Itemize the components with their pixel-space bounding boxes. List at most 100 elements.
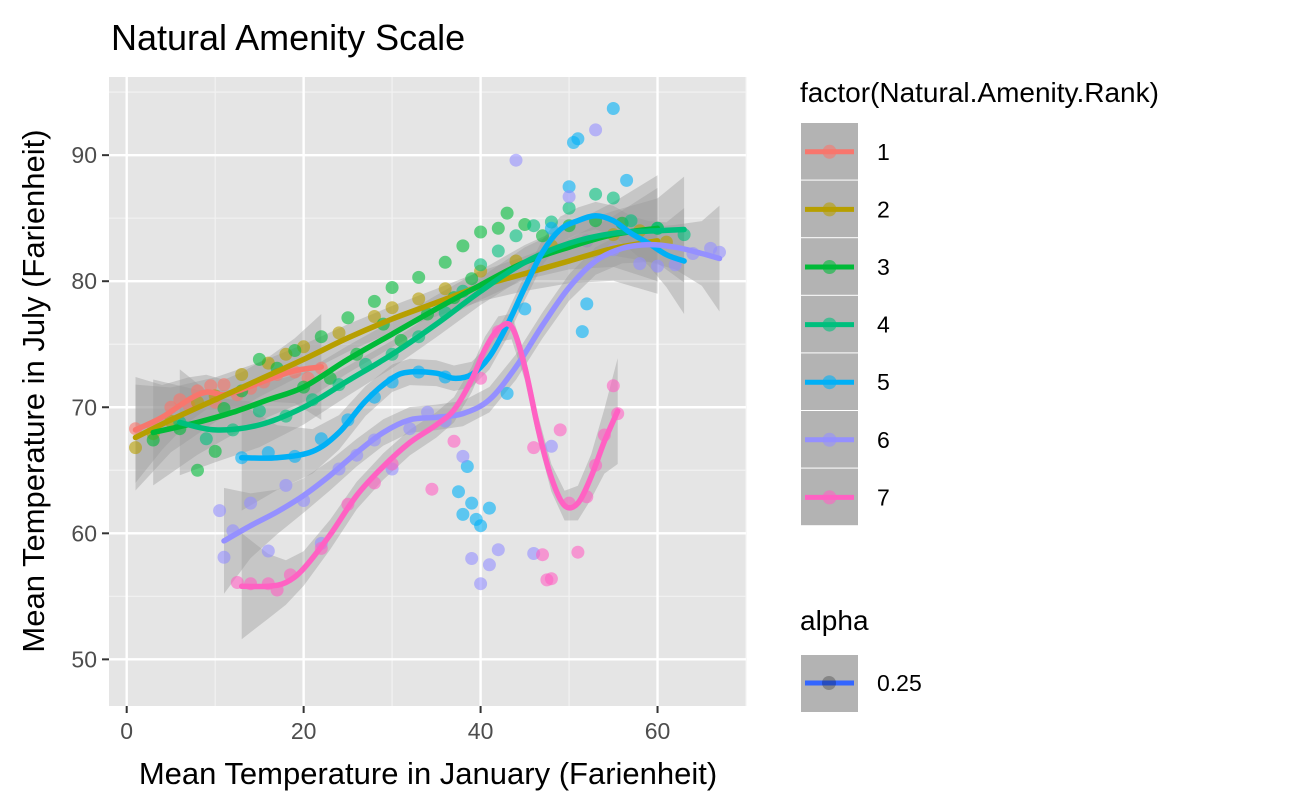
data-point-3 bbox=[536, 229, 549, 243]
data-point-6 bbox=[456, 449, 470, 463]
y-tick-label: 50 bbox=[71, 646, 97, 672]
data-point-3 bbox=[456, 239, 470, 253]
data-point-7 bbox=[553, 423, 567, 437]
data-point-5 bbox=[474, 519, 488, 533]
data-point-7 bbox=[606, 379, 620, 393]
legend-alpha-point bbox=[822, 676, 836, 690]
data-point-7 bbox=[527, 441, 541, 455]
data-point-5 bbox=[620, 173, 634, 187]
chart-title: Natural Amenity Scale bbox=[111, 17, 465, 58]
data-point-6 bbox=[261, 544, 275, 558]
data-point-3 bbox=[208, 444, 222, 458]
data-point-3 bbox=[367, 294, 381, 308]
data-point-3 bbox=[146, 433, 160, 447]
y-axis-title: Mean Temperature in July (Farienheit) bbox=[16, 129, 51, 652]
legend-point-6 bbox=[822, 432, 837, 447]
data-point-6 bbox=[465, 552, 479, 565]
legend-label-5: 5 bbox=[877, 369, 890, 395]
smooth-line-2 bbox=[132, 238, 661, 441]
legend-alpha-label: 0.25 bbox=[877, 670, 922, 696]
data-point-3 bbox=[385, 281, 399, 294]
legend-label-2: 2 bbox=[877, 196, 890, 222]
data-point-1 bbox=[217, 378, 231, 392]
data-point-3 bbox=[288, 344, 302, 357]
data-point-5 bbox=[460, 460, 474, 473]
data-point-7 bbox=[447, 434, 461, 448]
smooth-lines bbox=[132, 212, 723, 590]
data-point-5 bbox=[500, 386, 514, 400]
smooth-line-6 bbox=[221, 241, 723, 544]
data-point-3 bbox=[191, 463, 204, 477]
data-point-6 bbox=[509, 153, 523, 167]
legend-label-1: 1 bbox=[877, 139, 890, 165]
legend-point-5 bbox=[822, 375, 837, 390]
data-point-4 bbox=[509, 229, 523, 243]
data-point-5 bbox=[580, 297, 594, 311]
data-point-5 bbox=[452, 485, 465, 499]
data-point-3 bbox=[412, 270, 426, 284]
x-tick-label: 40 bbox=[468, 718, 494, 744]
data-point-5 bbox=[518, 302, 532, 316]
data-point-2 bbox=[438, 282, 452, 296]
data-point-2 bbox=[235, 368, 249, 381]
y-tick-label: 80 bbox=[71, 268, 97, 294]
data-point-4 bbox=[199, 432, 213, 446]
data-point-4 bbox=[252, 404, 266, 418]
data-point-7 bbox=[536, 548, 549, 562]
data-point-5 bbox=[571, 132, 585, 146]
legend-label-7: 7 bbox=[877, 484, 890, 510]
data-point-3 bbox=[465, 272, 479, 286]
data-point-4 bbox=[474, 258, 488, 272]
y-tick-label: 70 bbox=[71, 394, 97, 420]
legend-point-1 bbox=[822, 144, 837, 159]
data-point-5 bbox=[482, 501, 496, 515]
legend-point-7 bbox=[822, 490, 837, 505]
data-point-6 bbox=[403, 422, 417, 436]
data-point-1 bbox=[204, 379, 218, 393]
data-point-5 bbox=[606, 102, 620, 115]
legend-label-3: 3 bbox=[877, 254, 890, 280]
smooth-line-3 bbox=[150, 225, 661, 436]
data-point-4 bbox=[624, 214, 638, 228]
data-point-2 bbox=[385, 301, 399, 315]
x-tick-label: 20 bbox=[291, 718, 317, 744]
smooth-line-7 bbox=[238, 320, 621, 590]
data-point-5 bbox=[575, 325, 589, 339]
y-tick-label: 90 bbox=[71, 142, 97, 168]
data-point-5 bbox=[456, 507, 470, 521]
data-point-6 bbox=[474, 577, 488, 591]
legend-alpha-title: alpha bbox=[800, 605, 869, 636]
data-point-3 bbox=[314, 330, 328, 344]
legend-label-4: 4 bbox=[877, 312, 890, 338]
legend-label-6: 6 bbox=[877, 427, 890, 453]
data-point-2 bbox=[412, 292, 426, 306]
confidence-band-7 bbox=[241, 313, 618, 640]
confidence-band-1 bbox=[135, 314, 322, 483]
data-point-6 bbox=[217, 550, 231, 564]
legend-point-4 bbox=[822, 317, 837, 332]
data-point-7 bbox=[474, 371, 488, 385]
legend-point-3 bbox=[822, 260, 837, 274]
data-point-5 bbox=[465, 496, 479, 510]
data-point-7 bbox=[571, 545, 585, 559]
data-point-6 bbox=[482, 558, 496, 572]
data-point-2 bbox=[332, 326, 346, 340]
data-point-6 bbox=[633, 257, 647, 271]
data-point-2 bbox=[367, 310, 381, 323]
data-point-7 bbox=[425, 482, 439, 496]
data-point-3 bbox=[252, 352, 266, 366]
y-tick-label: 60 bbox=[71, 520, 97, 546]
data-point-3 bbox=[500, 206, 514, 220]
x-tick-label: 60 bbox=[645, 718, 671, 744]
data-point-6 bbox=[651, 259, 664, 273]
confidence-band-3 bbox=[153, 175, 658, 486]
axis-ticks: 0 20 40 60 50 60 70 80 90 bbox=[71, 142, 670, 744]
data-point-6 bbox=[544, 439, 558, 453]
data-point-6 bbox=[244, 496, 258, 510]
smooth-line-5 bbox=[238, 212, 687, 461]
data-point-3 bbox=[341, 311, 355, 325]
x-axis-title: Mean Temperature in January (Farienheit) bbox=[139, 756, 717, 791]
legend-color-title: factor(Natural.Amenity.Rank) bbox=[800, 77, 1159, 108]
data-point-4 bbox=[491, 244, 505, 258]
